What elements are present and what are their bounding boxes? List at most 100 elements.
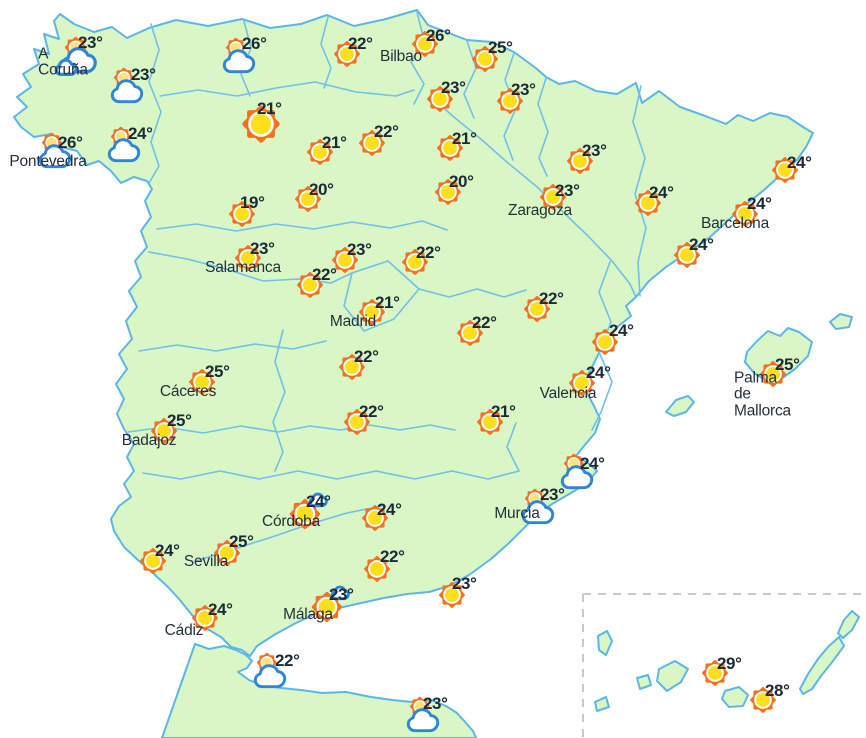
lanzarote-island [837, 610, 860, 639]
sun-icon [190, 603, 219, 632]
temperature-label: 25° [229, 532, 254, 551]
sun-icon [495, 86, 524, 115]
temperature-label: 23° [250, 239, 275, 258]
sun-icon [730, 199, 759, 228]
temperature-label: 29° [717, 654, 742, 673]
temperature-label: 26° [426, 26, 451, 45]
temperature-label: 24° [128, 124, 153, 143]
sun-icon [410, 29, 439, 58]
sun-icon [330, 245, 359, 274]
temperature-label: 23° [441, 78, 466, 97]
sun-smallcloud-icon [265, 471, 307, 513]
temperature-label: 25° [488, 38, 513, 57]
sun-icon [437, 580, 466, 609]
city-label: Cádiz [164, 621, 204, 639]
temperature-label: 24° [155, 541, 180, 560]
temperature-label: 24° [586, 363, 611, 382]
temperature-label: 25° [167, 411, 192, 430]
temperature-label: 24° [649, 183, 674, 202]
sun-icon [227, 199, 256, 228]
temperature-label: 24° [580, 454, 605, 473]
gran-canaria-island [721, 686, 749, 708]
sun-icon [149, 416, 178, 445]
sun-icon [470, 44, 499, 73]
temperature-label: 22° [416, 243, 441, 262]
la-palma-island [597, 630, 613, 656]
sun-icon [455, 318, 484, 347]
sun-icon [433, 177, 462, 206]
sun-icon [233, 243, 262, 272]
sun-icon [590, 327, 619, 356]
city-label: A Coruña [38, 45, 88, 79]
sun-icon [357, 128, 386, 157]
temperature-label: 23° [347, 240, 372, 259]
temperature-label: 20° [449, 172, 474, 191]
canary-islands-inset [582, 593, 866, 738]
temperature-label: 22° [374, 122, 399, 141]
temperature-label: 21° [322, 133, 347, 152]
temperature-label: 24° [377, 500, 402, 519]
temperature-label: 26° [58, 133, 83, 152]
temperature-label: 24° [689, 235, 714, 254]
city-label: Málaga [283, 605, 333, 623]
la-gomera-island [636, 674, 652, 690]
balearic-islands [665, 313, 853, 417]
sun-icon [337, 352, 366, 381]
north-africa-coast [161, 643, 477, 738]
temperature-label: 21° [375, 293, 400, 312]
city-label: Valencia [539, 384, 597, 402]
temperature-label: 25° [775, 355, 800, 374]
temperature-label: 22° [539, 289, 564, 308]
sun-icon [305, 137, 334, 166]
temperature-label: 22° [359, 402, 384, 421]
sun-icon [435, 133, 464, 162]
sun-icon [400, 247, 429, 276]
temperature-label: 22° [312, 265, 337, 284]
city-label: Pontevedra [9, 152, 87, 170]
sun-icon [748, 685, 777, 714]
temperature-label: 23° [555, 181, 580, 200]
sun-icon [295, 270, 324, 299]
city-label: Sevilla [183, 552, 229, 570]
sun-icon [241, 104, 281, 144]
city-label: Palma de Mallorca [734, 369, 791, 420]
sun-cloud-icon [110, 65, 144, 104]
sun-icon [342, 407, 371, 436]
temperature-label: 23° [329, 585, 354, 604]
temperature-label: 24° [609, 321, 634, 340]
temperature-label: 26° [242, 34, 267, 53]
sun-cloud-icon [222, 35, 256, 74]
temperature-label: 22° [380, 547, 405, 566]
temperature-label: 22° [354, 347, 379, 366]
temperature-label: 21° [257, 99, 282, 118]
temperature-label: 20° [309, 180, 334, 199]
fuerteventura-island [799, 636, 845, 695]
region-borders [127, 11, 647, 562]
city-label: Badajoz [121, 431, 177, 449]
sun-icon [425, 84, 454, 113]
sun-icon [633, 188, 662, 217]
sun-icon [475, 407, 504, 436]
sun-cloud-icon [107, 124, 141, 163]
sun-icon [567, 368, 596, 397]
temperature-label: 23° [452, 574, 477, 593]
temperature-label: 22° [472, 313, 497, 332]
sun-cloud-icon [560, 451, 594, 490]
menorca-island [829, 313, 853, 330]
mallorca-island [744, 327, 813, 382]
city-label: Madrid [329, 312, 377, 330]
sun-icon [362, 554, 391, 583]
sun-icon [360, 503, 389, 532]
sun-cloud-icon [521, 486, 555, 525]
temperature-label: 22° [275, 651, 300, 670]
sun-cloud-icon [406, 694, 440, 733]
el-hierro-island [594, 696, 610, 712]
temperature-label: 23° [78, 33, 103, 52]
sun-icon [212, 538, 241, 567]
sun-icon [332, 39, 361, 68]
sun-icon [758, 359, 787, 388]
sun-icon [293, 184, 322, 213]
sun-icon [770, 155, 799, 184]
temperature-label: 23° [511, 80, 536, 99]
